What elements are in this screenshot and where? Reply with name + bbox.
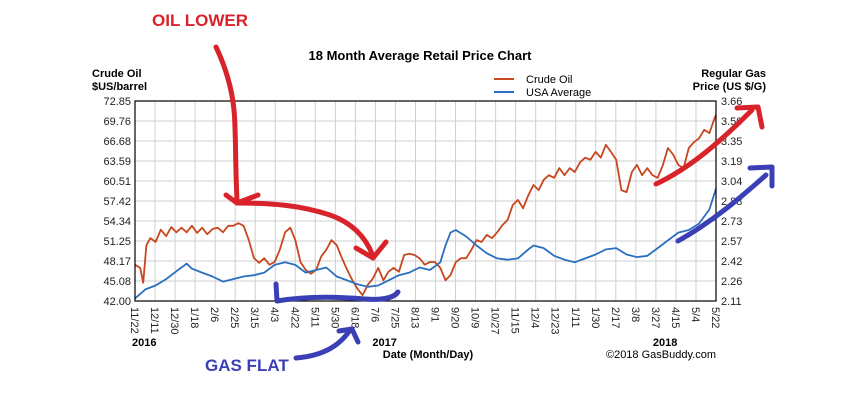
right-y-tick-label: 2.11	[721, 296, 742, 308]
left-y-tick-label: 51.25	[103, 236, 131, 248]
x-tick-label: 1/11	[569, 307, 581, 328]
x-tick-label: 10/27	[489, 307, 501, 335]
right-y-tick-label: 2.57	[721, 236, 742, 248]
chart-title: 18 Month Average Retail Price Chart	[309, 48, 533, 63]
x-tick-label: 1/30	[589, 307, 601, 328]
oil-arrowhead-2	[353, 239, 389, 261]
right-y-axis: 3.663.503.353.193.042.882.732.572.422.26…	[721, 96, 742, 308]
x-tick-label: 5/30	[328, 307, 340, 328]
right-y-tick-label: 3.04	[721, 176, 742, 188]
left-y-tick-label: 42.00	[103, 296, 131, 308]
gas-up-arrow	[675, 172, 769, 244]
x-tick-label: 3/15	[248, 307, 260, 328]
x-tick-label: 2/17	[609, 307, 621, 328]
left-y-tick-label: 63.59	[103, 156, 131, 168]
x-tick-label: 12/30	[168, 307, 180, 335]
gas-up-arrowhead	[747, 164, 775, 189]
x-tick-label: 1/18	[188, 307, 200, 328]
copyright: ©2018 GasBuddy.com	[606, 349, 716, 361]
left-y-tick-label: 66.68	[103, 136, 131, 148]
oil-up-arrow	[653, 107, 755, 187]
left-y-tick-label: 72.85	[103, 96, 131, 108]
series-lines	[134, 114, 717, 300]
legend: Crude Oil USA Average	[494, 74, 591, 99]
left-y-tick-label: 69.76	[103, 116, 131, 128]
left-y-tick-label: 45.08	[103, 276, 131, 288]
left-y-tick-label: 57.42	[103, 196, 131, 208]
x-tick-label: 9/20	[449, 307, 461, 328]
x-tick-label: 9/1	[429, 307, 441, 322]
x-tick-label: 5/22	[709, 307, 721, 328]
right-y-tick-label: 3.66	[721, 96, 742, 108]
x-tick-label: 5/4	[689, 307, 701, 322]
left-y-tick-label: 60.51	[103, 176, 131, 188]
right-y-tick-label: 3.35	[721, 136, 742, 148]
right-y-tick-label: 2.26	[721, 276, 742, 288]
gas-flat-annotation: GAS FLAT	[205, 356, 289, 375]
right-y-tick-label: 3.19	[721, 156, 742, 168]
x-tick-label: 11/15	[509, 307, 521, 334]
x-tick-label: 8/13	[408, 307, 420, 328]
x-tick-label: 12/23	[549, 307, 561, 335]
year-label: 2017	[372, 337, 396, 349]
x-axis-label: Date (Month/Day)	[383, 349, 474, 361]
left-y-tick-label: 54.34	[103, 216, 131, 228]
x-tick-label: 3/8	[629, 307, 641, 322]
x-tick-label: 10/9	[469, 307, 481, 328]
year-label: 2016	[132, 337, 156, 349]
right-y-tick-label: 2.73	[721, 216, 742, 228]
right-axis-label-line2: Price (US $/G)	[693, 81, 767, 93]
gas-arrowhead	[336, 326, 361, 345]
left-axis-label-line1: Crude Oil	[92, 68, 142, 80]
year-label: 2018	[653, 337, 677, 349]
gas-arrow	[293, 327, 353, 361]
x-tick-label: 12/11	[148, 307, 160, 334]
x-tick-label: 7/25	[388, 307, 400, 328]
x-tick-label: 12/4	[529, 307, 541, 328]
oil-arrow-down	[213, 44, 240, 203]
grid	[134, 100, 717, 302]
x-tick-label: 2/6	[208, 307, 220, 322]
oil-up-arrowhead	[734, 104, 765, 130]
x-tick-label: 4/3	[268, 307, 280, 322]
x-tick-label: 6/18	[348, 307, 360, 328]
left-y-axis: 72.85 69.76 66.68 63.59 60.51 57.42 54.34 51.25…	[103, 96, 131, 308]
gas-flat-bracket	[273, 281, 401, 304]
crude-oil-line	[134, 114, 717, 297]
legend-label-crude-oil: Crude Oil	[526, 74, 572, 86]
plot-frame	[134, 100, 717, 302]
x-axis: 11/22 12/11 12/30 1/18 2/6 2/25 3/15 4/3 4/22 5/1…	[128, 307, 721, 335]
oil-lower-annotation: OIL LOWER	[152, 11, 248, 30]
legend-label-usa-average: USA Average	[526, 87, 591, 99]
x-tick-label: 5/11	[308, 307, 320, 328]
x-tick-label: 11/22	[128, 307, 140, 334]
usa-average-line	[134, 188, 717, 300]
x-tick-label: 7/6	[368, 307, 380, 322]
right-axis-label-line1: Regular Gas	[701, 68, 766, 80]
right-y-tick-label: 2.42	[721, 256, 742, 268]
x-tick-label: 3/27	[649, 307, 661, 328]
oil-arrow-right	[234, 200, 376, 259]
year-labels: 2016 2017 2018	[132, 337, 677, 349]
left-y-tick-label: 48.17	[103, 256, 131, 268]
x-tick-label: 2/25	[228, 307, 240, 328]
x-tick-label: 4/15	[669, 307, 681, 328]
left-axis-label-line2: $US/barrel	[92, 81, 147, 93]
hand-annotations: OIL LOWER GAS FLAT	[152, 11, 775, 375]
x-tick-label: 4/22	[288, 307, 300, 328]
